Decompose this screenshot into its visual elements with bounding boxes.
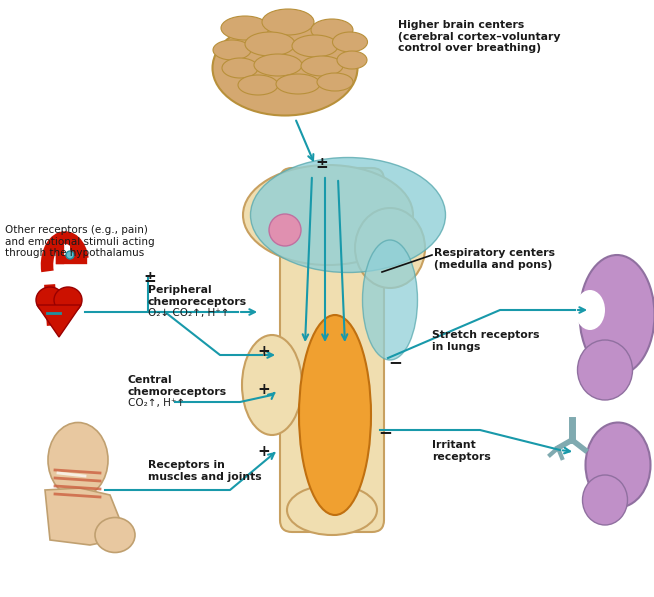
Ellipse shape	[250, 158, 445, 272]
Ellipse shape	[301, 56, 343, 76]
Ellipse shape	[575, 290, 605, 330]
Ellipse shape	[287, 485, 377, 535]
Circle shape	[269, 214, 301, 246]
Ellipse shape	[221, 16, 269, 40]
Ellipse shape	[337, 51, 367, 69]
Text: Central
chemoreceptors: Central chemoreceptors	[128, 375, 227, 396]
Text: Stretch receptors
in lungs: Stretch receptors in lungs	[432, 330, 540, 352]
Text: Respiratory centers
(medulla and pons): Respiratory centers (medulla and pons)	[434, 248, 555, 270]
Text: Irritant
receptors: Irritant receptors	[432, 440, 490, 461]
Ellipse shape	[276, 74, 320, 94]
Ellipse shape	[292, 35, 338, 57]
Ellipse shape	[311, 19, 353, 41]
Text: Receptors in
muscles and joints: Receptors in muscles and joints	[148, 460, 262, 482]
Ellipse shape	[577, 340, 632, 400]
Ellipse shape	[585, 423, 651, 507]
Text: Other receptors (e.g., pain)
and emotional stimuli acting
through the hypothalam: Other receptors (e.g., pain) and emotion…	[5, 225, 154, 258]
Polygon shape	[45, 488, 120, 545]
Ellipse shape	[299, 315, 371, 515]
Ellipse shape	[48, 423, 108, 497]
Ellipse shape	[54, 287, 82, 313]
Ellipse shape	[36, 287, 64, 313]
Ellipse shape	[579, 255, 654, 375]
Text: ±: ±	[316, 155, 328, 171]
Ellipse shape	[243, 165, 413, 265]
Text: Higher brain centers
(cerebral cortex–voluntary
control over breathing): Higher brain centers (cerebral cortex–vo…	[398, 20, 560, 53]
Ellipse shape	[262, 9, 314, 35]
Text: −: −	[388, 353, 402, 371]
Ellipse shape	[332, 32, 368, 52]
Ellipse shape	[213, 20, 358, 115]
Ellipse shape	[95, 518, 135, 552]
FancyBboxPatch shape	[280, 168, 384, 532]
Text: ±: ±	[144, 270, 156, 285]
Ellipse shape	[583, 475, 627, 525]
Ellipse shape	[245, 32, 295, 56]
Ellipse shape	[355, 208, 425, 288]
Ellipse shape	[213, 40, 251, 60]
Text: +: +	[258, 383, 270, 398]
Text: −: −	[378, 423, 392, 441]
Text: CO₂↑, H⁺↑: CO₂↑, H⁺↑	[128, 398, 185, 408]
Ellipse shape	[238, 75, 278, 95]
Text: O₂↓ CO₂↑, H⁺↑: O₂↓ CO₂↑, H⁺↑	[148, 308, 230, 318]
Text: +: +	[258, 445, 270, 460]
Ellipse shape	[242, 335, 302, 435]
Ellipse shape	[254, 54, 302, 76]
Text: +: +	[258, 344, 270, 359]
Polygon shape	[37, 305, 81, 337]
Ellipse shape	[362, 240, 417, 360]
Circle shape	[66, 251, 74, 259]
Ellipse shape	[222, 58, 258, 78]
Ellipse shape	[317, 73, 353, 91]
Text: Peripheral
chemoreceptors: Peripheral chemoreceptors	[148, 285, 247, 307]
